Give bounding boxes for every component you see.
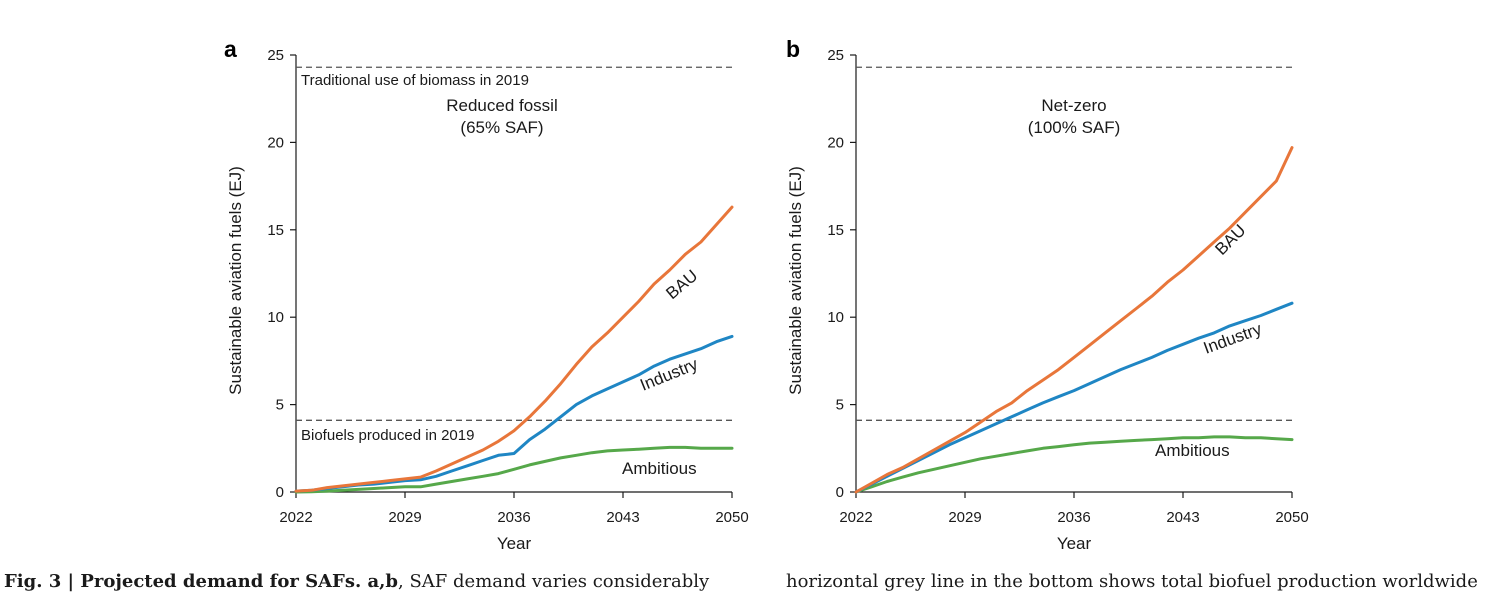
panel-b-y-tick-label: 25 bbox=[827, 47, 844, 64]
panel-b-x-tick-label: 2022 bbox=[839, 509, 872, 526]
caption-fig-label: Fig. 3 | Projected demand for SAFs. a,b bbox=[4, 571, 399, 592]
panel-b-scenario-line1: Net-zero bbox=[1041, 96, 1106, 115]
panel-b-series-bau bbox=[854, 146, 1294, 494]
panel-a-x-tick-label: 2022 bbox=[279, 509, 312, 526]
panel-a-ref-label-traditional: Traditional use of biomass in 2019 bbox=[301, 72, 529, 89]
panel-a-y-tick-label: 20 bbox=[267, 134, 284, 151]
caption-left-text: , SAF demand varies considerably bbox=[398, 571, 710, 592]
panel-a-letter: a bbox=[224, 36, 237, 62]
caption-left: Fig. 3 | Projected demand for SAFs. a,b,… bbox=[4, 570, 709, 594]
panel-a-scenario-line1: Reduced fossil bbox=[446, 96, 558, 115]
panel-b-y-tick-label: 20 bbox=[827, 134, 844, 151]
panel-a-y-tick-label: 0 bbox=[276, 484, 284, 501]
panel-a-scenario-line2: (65% SAF) bbox=[460, 118, 543, 137]
panel-a-y-axis-title: Sustainable aviation fuels (EJ) bbox=[226, 166, 245, 395]
panel-b-y-tick-label: 15 bbox=[827, 222, 844, 239]
panel-b: b 0 5 10 15 20 25 2022 2029 2036 2043 2050 Year Sust… bbox=[786, 36, 1309, 553]
panel-b-series-ambitious bbox=[854, 435, 1294, 494]
panel-a-ref-label-biofuels: Biofuels produced in 2019 bbox=[301, 427, 474, 444]
panel-b-label-bau: BAU bbox=[1211, 221, 1249, 259]
panel-b-series-industry bbox=[854, 301, 1294, 494]
panel-b-letter: b bbox=[786, 36, 800, 62]
panel-b-label-ambitious: Ambitious bbox=[1155, 441, 1230, 460]
panel-a: a 0 5 10 15 20 25 2022 2029 2036 2043 2050 Year Sust… bbox=[224, 36, 749, 553]
caption-right: horizontal grey line in the bottom shows… bbox=[786, 571, 1478, 592]
panel-b-x-tick-label: 2043 bbox=[1166, 509, 1199, 526]
panel-b-y-tick-label: 5 bbox=[836, 397, 844, 414]
panel-a-series-ambitious bbox=[294, 445, 734, 494]
panel-b-scenario-line2: (100% SAF) bbox=[1028, 118, 1121, 137]
panel-b-y-tick-label: 0 bbox=[836, 484, 844, 501]
panel-a-y-tick-label: 25 bbox=[267, 47, 284, 64]
panel-b-x-tick-label: 2029 bbox=[948, 509, 981, 526]
panel-b-x-axis-title: Year bbox=[1057, 534, 1092, 553]
panel-a-x-axis-title: Year bbox=[497, 534, 532, 553]
panel-a-series-bau bbox=[294, 205, 734, 493]
panel-a-y-tick-label: 15 bbox=[267, 222, 284, 239]
panel-b-x-tick-label: 2036 bbox=[1057, 509, 1090, 526]
panel-b-y-tick-label: 10 bbox=[827, 309, 844, 326]
panel-a-label-ambitious: Ambitious bbox=[622, 459, 697, 478]
panel-a-x-tick-label: 2029 bbox=[388, 509, 421, 526]
panel-a-y-tick-label: 10 bbox=[267, 309, 284, 326]
panel-a-x-tick-label: 2043 bbox=[606, 509, 639, 526]
panel-a-x-tick-label: 2036 bbox=[497, 509, 530, 526]
panel-b-x-tick-label: 2050 bbox=[1275, 509, 1308, 526]
panel-a-x-tick-label: 2050 bbox=[715, 509, 748, 526]
panel-a-y-tick-label: 5 bbox=[276, 397, 284, 414]
panel-b-y-axis-title: Sustainable aviation fuels (EJ) bbox=[786, 166, 805, 395]
